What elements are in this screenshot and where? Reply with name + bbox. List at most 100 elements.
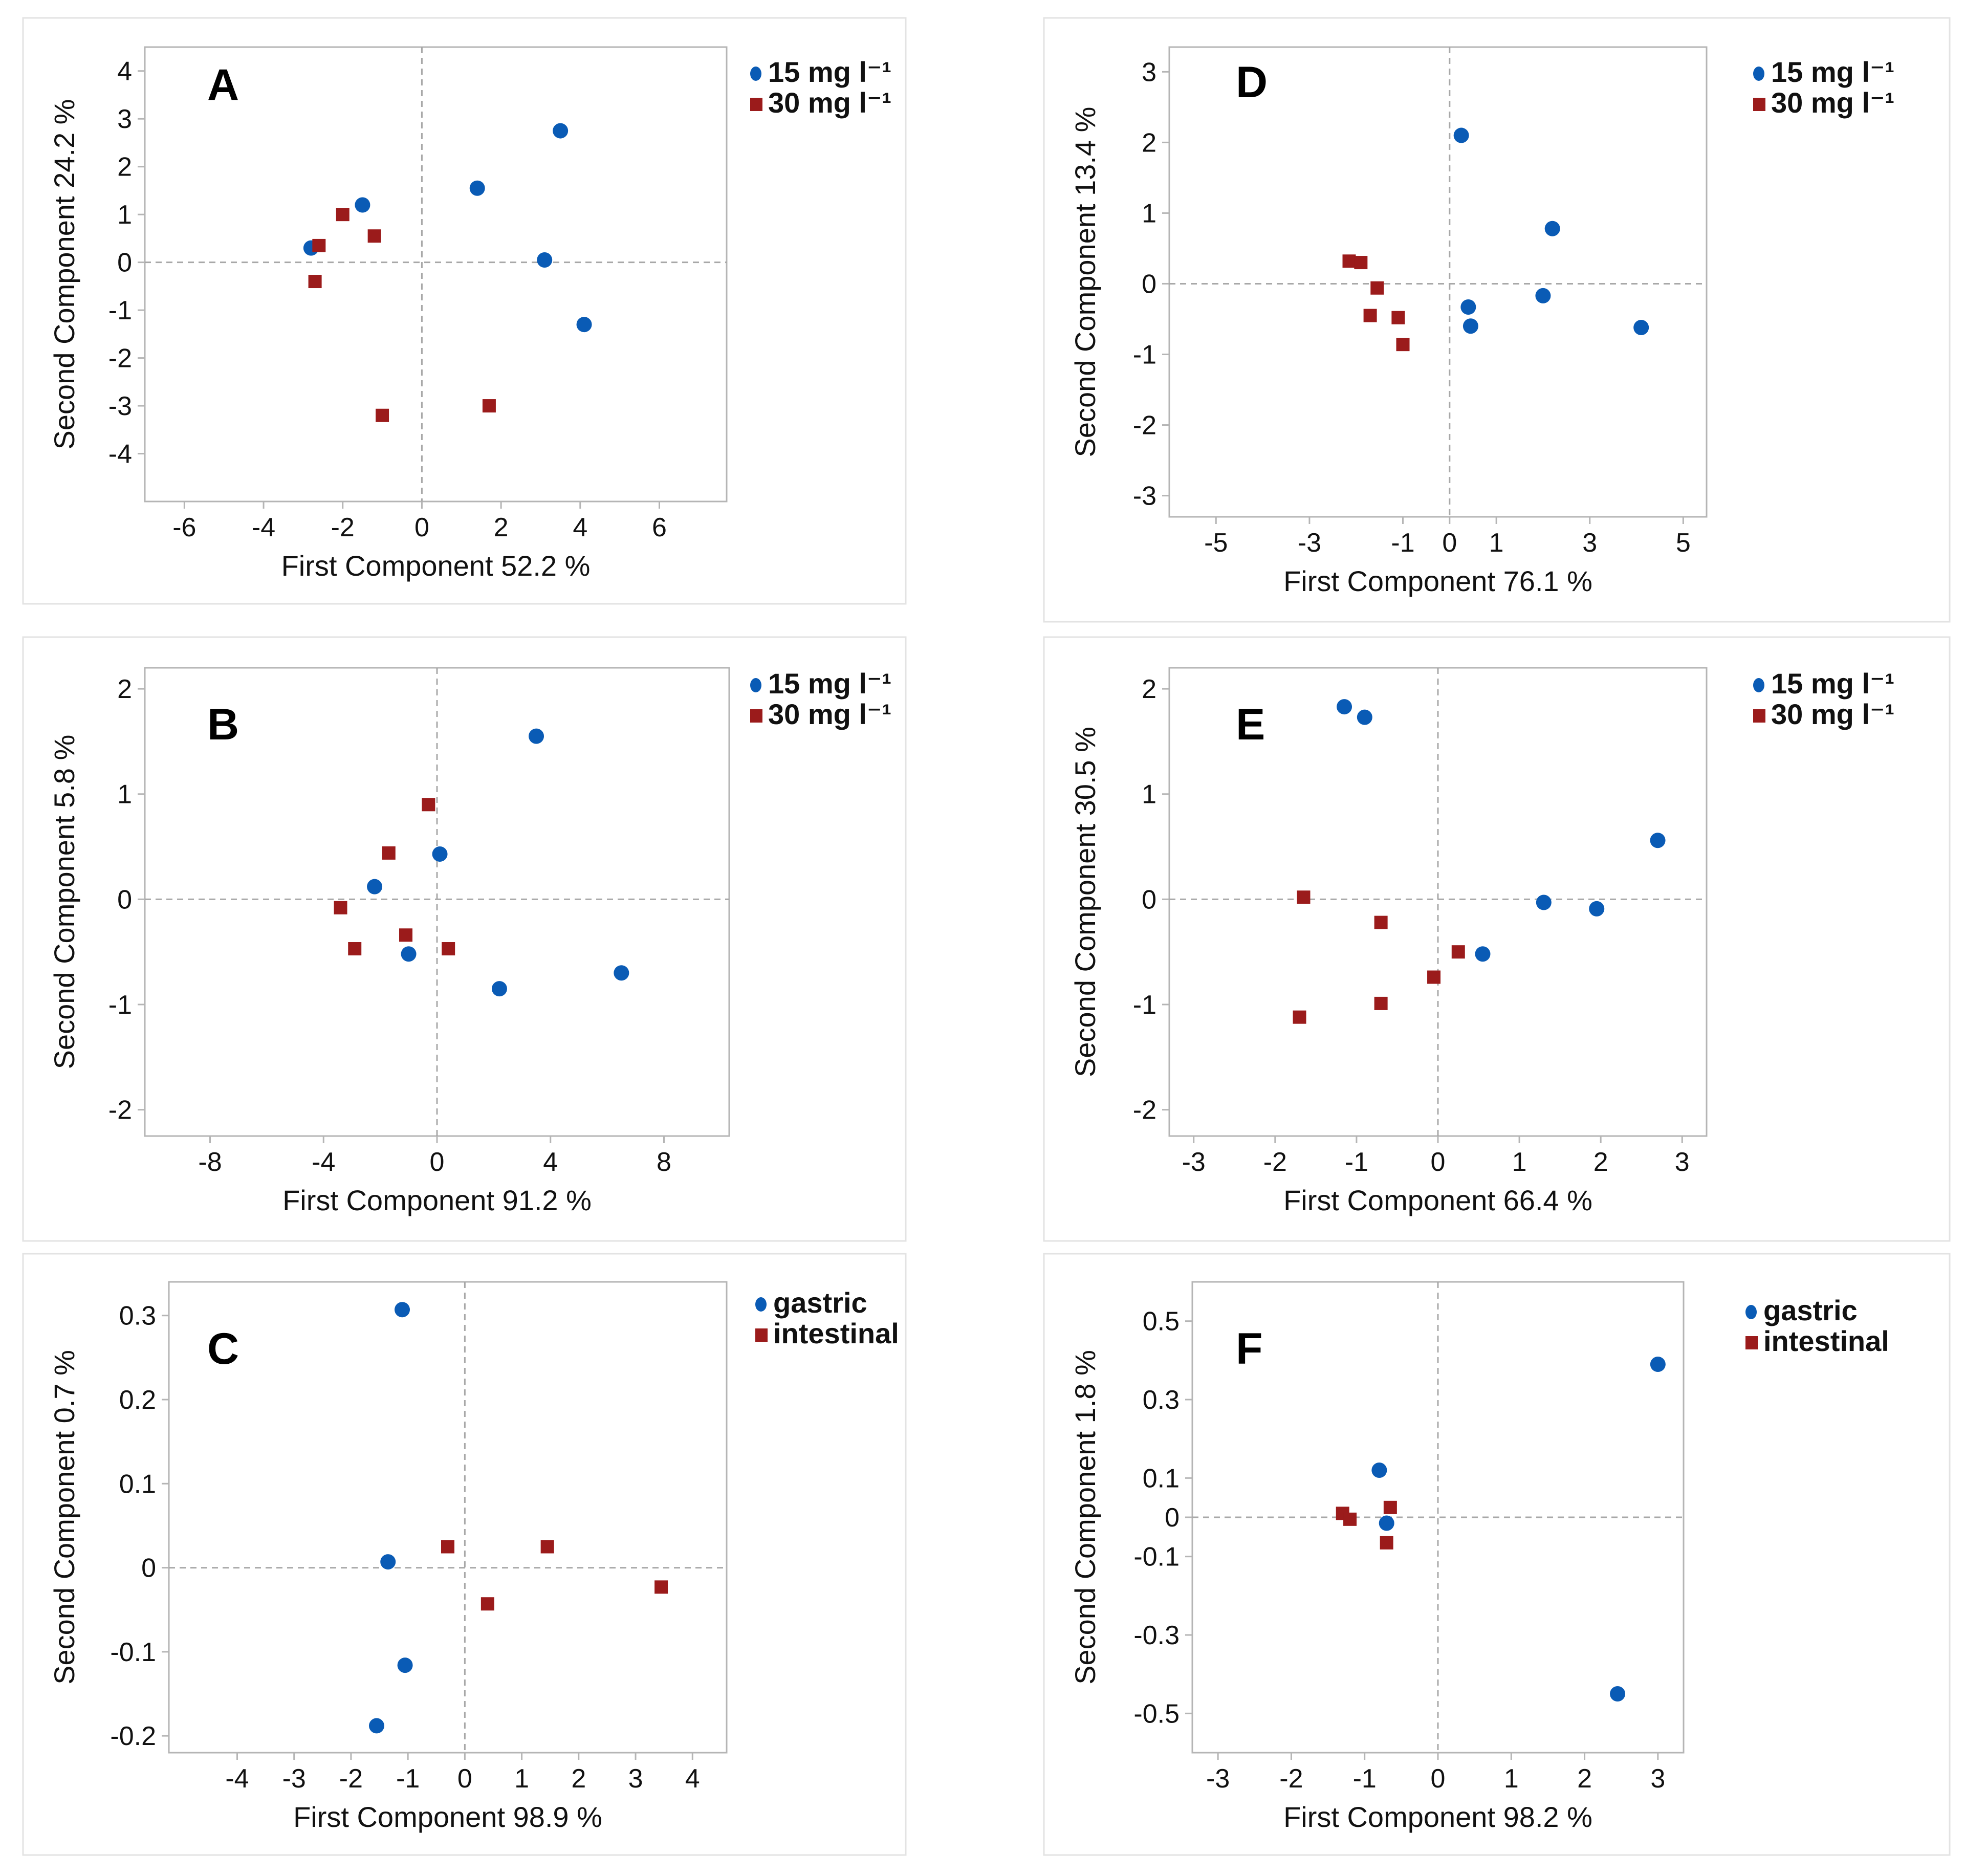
data-point-circle: [1536, 895, 1552, 910]
y-tick-label: 2: [1142, 128, 1156, 158]
legend-marker-square: [1753, 709, 1765, 723]
legend-marker-square: [755, 1328, 768, 1342]
data-point-square: [308, 275, 322, 289]
y-tick-label: 0: [1142, 885, 1156, 914]
y-tick-label: 0.5: [1143, 1307, 1180, 1337]
x-tick-label: 3: [1675, 1147, 1690, 1177]
y-tick-label: -0.2: [110, 1721, 156, 1751]
data-point-square: [654, 1580, 668, 1594]
data-point-square: [1427, 970, 1441, 984]
series-2: [334, 798, 455, 955]
legend-label: 30 mg l⁻¹: [1771, 86, 1894, 119]
x-tick-label: -1: [396, 1764, 420, 1794]
data-point-square: [1354, 256, 1368, 270]
panel-c: -4 -3 -2 -1 0 1 2 3 4 0.3 0.2 0.1 0 -0.1 -0.2 First Com…: [22, 1253, 907, 1856]
data-point-square: [1370, 281, 1384, 295]
x-tick-label: -8: [198, 1147, 222, 1177]
data-point-circle: [1357, 709, 1372, 725]
series-2: [1293, 890, 1465, 1024]
data-point-square: [1383, 1500, 1397, 1514]
legend: 15 mg l⁻¹30 mg l⁻¹: [750, 667, 891, 730]
panel-b: -8 -4 0 4 8 2 1 0 -1 -2 First Component 91.2 % Seco…: [22, 636, 907, 1242]
y-tick-label: -1: [1133, 340, 1156, 369]
x-tick-label: 4: [573, 513, 587, 542]
data-point-circle: [1610, 1686, 1626, 1702]
x-tick-label: 0: [430, 1147, 445, 1177]
series-2: [308, 208, 496, 422]
y-tick-label: -2: [1133, 411, 1156, 441]
panel-frame: [1043, 1253, 1951, 1856]
plot-area: [168, 1281, 728, 1754]
y-tick-label: 0.2: [119, 1385, 156, 1415]
data-point-circle: [1589, 901, 1605, 917]
x-tick-label: -2: [1279, 1764, 1303, 1794]
data-point-circle: [401, 946, 417, 962]
data-point-circle: [367, 879, 383, 895]
y-tick-label: -1: [108, 296, 132, 325]
data-point-square: [1451, 945, 1465, 959]
y-tick-label: -1: [1133, 990, 1156, 1020]
data-point-circle: [1544, 221, 1560, 236]
data-point-circle: [1535, 288, 1551, 303]
data-point-circle: [1453, 127, 1469, 143]
data-point-circle: [355, 197, 370, 213]
data-point-circle: [553, 123, 569, 139]
panel-letter: F: [1236, 1324, 1263, 1373]
panel-frame: [1043, 636, 1951, 1242]
data-point-square: [1343, 1512, 1357, 1526]
panel-f: -3 -2 -1 0 1 2 3 0.5 0.3 0.1 0 -0.1 -0.3 -0.5 First Co…: [1043, 1253, 1951, 1856]
y-tick-label: -3: [108, 391, 132, 421]
data-point-square: [348, 942, 362, 955]
data-point-square: [422, 798, 435, 812]
x-tick-label: -2: [331, 513, 355, 542]
x-tick-label: -1: [1345, 1147, 1368, 1177]
y-tick-label: -2: [1133, 1096, 1156, 1125]
data-point-circle: [1633, 320, 1649, 336]
data-point-circle: [491, 981, 507, 997]
y-tick-label: -0.1: [110, 1638, 156, 1667]
data-point-circle: [432, 846, 448, 862]
data-point-square: [1374, 915, 1388, 929]
legend-marker-circle: [1753, 67, 1764, 81]
x-tick-label: 0: [1431, 1147, 1446, 1177]
legend-marker-square: [1745, 1336, 1758, 1349]
y-axis-label: Second Component 24.2 %: [48, 99, 80, 450]
y-tick-label: 2: [117, 152, 132, 182]
y-tick-label: 0: [1165, 1503, 1180, 1533]
legend-label: 30 mg l⁻¹: [768, 698, 891, 730]
x-tick-label: -6: [172, 513, 196, 542]
y-tick-label: -1: [108, 990, 132, 1020]
legend: 15 mg l⁻¹30 mg l⁻¹: [750, 56, 891, 119]
data-point-square: [441, 1540, 454, 1554]
panel-frame: [22, 17, 907, 605]
panel-frame: [22, 1253, 907, 1856]
data-point-square: [376, 408, 389, 422]
x-tick-label: -2: [339, 1764, 363, 1794]
plot-area: [144, 46, 728, 503]
x-tick-label: 4: [685, 1764, 700, 1794]
plot-area: [1168, 46, 1708, 518]
legend-marker-circle: [1745, 1305, 1757, 1319]
y-tick-label: 0: [1142, 269, 1156, 299]
panel-letter: B: [207, 700, 239, 749]
y-axis-label: Second Component 30.5 %: [1069, 727, 1101, 1077]
data-point-square: [312, 238, 326, 252]
data-point-square: [1363, 309, 1377, 322]
legend: 15 mg l⁻¹30 mg l⁻¹: [1753, 667, 1894, 730]
y-tick-label: 1: [1142, 780, 1156, 810]
legend-label: 15 mg l⁻¹: [768, 667, 891, 700]
panel-letter: C: [207, 1324, 239, 1373]
y-tick-label: -0.1: [1133, 1542, 1180, 1572]
series-1: [1337, 699, 1666, 962]
legend-marker-square: [1753, 98, 1765, 111]
x-tick-label: 8: [657, 1147, 671, 1177]
y-axis-label: Second Component 0.7 %: [48, 1350, 80, 1685]
series-1: [368, 1302, 413, 1734]
series-2: [441, 1540, 668, 1611]
data-point-square: [382, 846, 396, 860]
data-point-circle: [1337, 699, 1352, 715]
legend-marker-circle: [750, 67, 761, 81]
x-axis-label: First Component 66.4 %: [1283, 1184, 1592, 1216]
